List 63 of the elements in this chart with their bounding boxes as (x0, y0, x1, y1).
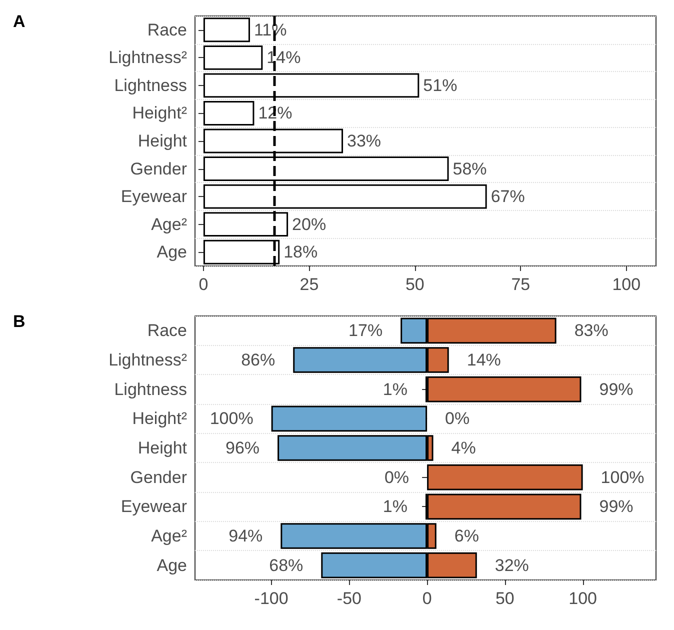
x-tick-label: -50 (336, 589, 362, 608)
y-tick-label: Gender (130, 159, 188, 178)
data-label: 1% (382, 380, 408, 399)
x-tick-label: 100 (568, 589, 597, 608)
x-tick-label: -100 (254, 589, 288, 608)
x-tick-label: 100 (612, 275, 641, 294)
data-label: 100% (600, 468, 644, 487)
y-tick-label: Gender (130, 468, 188, 487)
data-label: 0% (384, 468, 410, 487)
bar (427, 464, 583, 490)
data-label: 14% (466, 350, 501, 370)
data-label: 67% (490, 187, 525, 206)
x-tick-label: 75 (511, 275, 530, 294)
y-tick-label: Eyewear (120, 497, 188, 516)
bar (427, 494, 582, 520)
x-tick-label: 0 (198, 275, 208, 294)
x-tick-label: 50 (495, 589, 514, 608)
y-tick-label: Lightness (114, 380, 187, 399)
y-tick-label: Lightness (114, 76, 187, 95)
y-tick-label: Age² (151, 214, 188, 234)
y-tick-label: Eyewear (120, 187, 188, 206)
data-label: 0% (445, 409, 470, 428)
y-tick-label: Age (156, 556, 187, 575)
data-label: 83% (574, 321, 608, 340)
data-label: 100% (210, 409, 254, 428)
text: B (13, 312, 26, 331)
data-label: 94% (228, 526, 263, 546)
bar (271, 406, 428, 432)
y-tick-label: Height (138, 438, 188, 458)
data-label: 4% (451, 438, 476, 458)
x-tick-label: 50 (405, 275, 424, 294)
bar (203, 101, 254, 126)
bar (203, 45, 263, 70)
data-label: 6% (454, 526, 479, 546)
data-label: 86% (241, 350, 276, 370)
bar (203, 18, 250, 42)
data-label: 14% (266, 48, 301, 68)
y-tick-label: Height (138, 132, 188, 150)
data-label: 20% (292, 214, 326, 234)
data-label: 11% (254, 20, 287, 40)
y-tick-label: Height² (132, 104, 188, 123)
y-tick-label: Race (147, 321, 187, 340)
data-label: 17% (348, 321, 383, 340)
y-tick-label: Age (156, 242, 187, 262)
data-label: 1% (382, 497, 408, 516)
data-label: 58% (452, 159, 487, 178)
data-label: 96% (226, 438, 260, 458)
data-label: 99% (599, 497, 634, 516)
text: A (13, 12, 26, 31)
data-label: 32% (494, 556, 529, 575)
y-tick-label: Race (147, 20, 187, 40)
y-tick-label: Lightness² (108, 350, 188, 370)
data-label: 33% (347, 132, 382, 150)
bar (427, 376, 582, 402)
data-label: 68% (269, 556, 304, 575)
data-label: 51% (423, 76, 458, 95)
y-tick-label: Lightness² (108, 48, 188, 68)
data-label: 18% (284, 242, 318, 262)
x-tick-label: 0 (422, 589, 432, 608)
y-tick-label: Height² (132, 409, 188, 428)
y-tick-label: Age² (151, 526, 188, 546)
data-label: 99% (599, 380, 634, 399)
x-tick-label: 25 (300, 275, 319, 294)
